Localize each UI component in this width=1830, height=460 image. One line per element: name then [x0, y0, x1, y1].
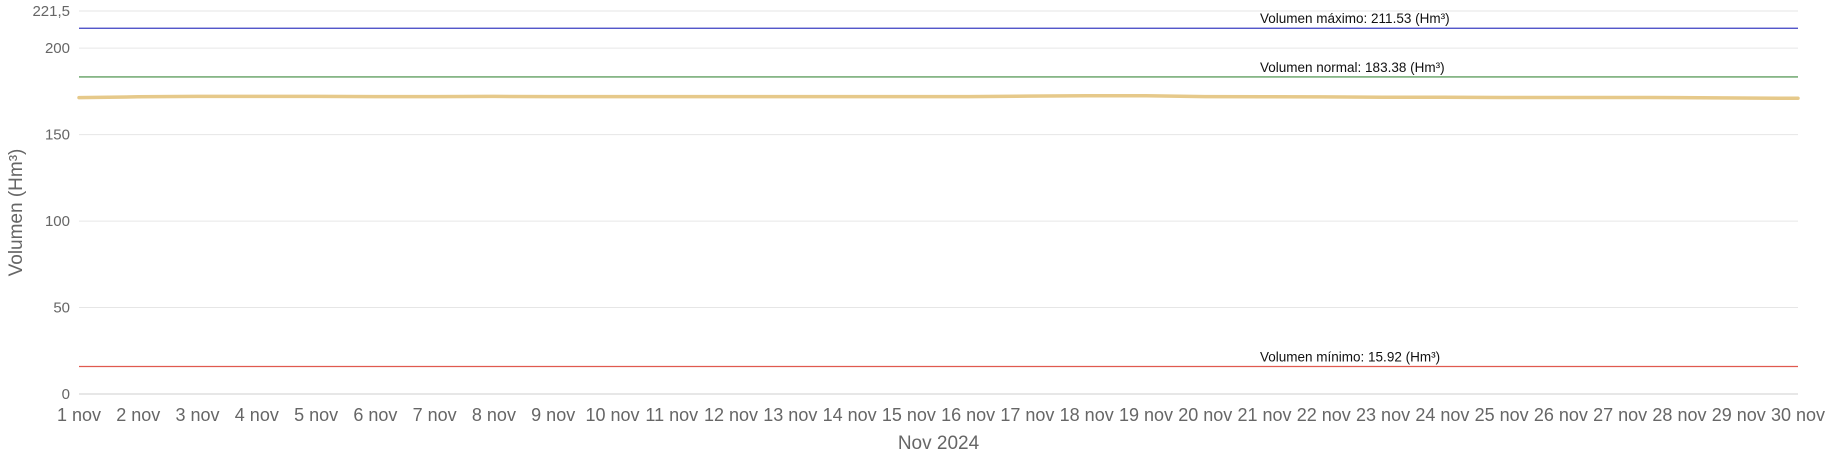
x-axis-ticks: 1 nov 2 nov 3 nov 4 nov 5 nov 6 nov 7 nov 8 nov…	[57, 405, 1825, 425]
y-axis-title: Volumen (Hm³)	[6, 149, 27, 277]
x-tick-label: 14 nov	[823, 405, 877, 425]
x-tick-label: 18 nov	[1060, 405, 1114, 425]
reference-lines: Volumen máximo: 211.53 (Hm³) Volumen norm…	[79, 11, 1798, 368]
x-tick-label: 22 nov	[1297, 405, 1351, 425]
y-tick-label: 221,5	[32, 3, 70, 20]
x-tick-label: 25 nov	[1475, 405, 1529, 425]
x-tick-label: 27 nov	[1593, 405, 1647, 425]
reference-line-label: Volumen máximo: 211.53 (Hm³)	[1260, 11, 1450, 26]
y-tick-label: 0	[62, 386, 70, 403]
x-tick-label: 3 nov	[176, 405, 220, 425]
x-tick-label: 16 nov	[941, 405, 995, 425]
y-axis-ticks: 0 50 100 150 200 221,5	[32, 3, 70, 403]
x-tick-label: 8 nov	[472, 405, 516, 425]
x-tick-label: 15 nov	[882, 405, 936, 425]
reference-line-label: Volumen mínimo: 15.92 (Hm³)	[1260, 349, 1440, 364]
x-tick-label: 10 nov	[585, 405, 639, 425]
x-axis-title: Nov 2024	[898, 433, 980, 454]
x-tick-label: 23 nov	[1356, 405, 1410, 425]
x-tick-label: 11 nov	[645, 405, 698, 425]
x-tick-label: 13 nov	[763, 405, 817, 425]
x-tick-label: 24 nov	[1415, 405, 1469, 425]
x-tick-label: 21 nov	[1237, 405, 1291, 425]
y-tick-label: 100	[45, 213, 70, 230]
series-line	[77, 93, 1800, 101]
x-tick-label: 7 nov	[413, 405, 457, 425]
x-tick-label: 5 nov	[294, 405, 338, 425]
y-tick-label: 200	[45, 40, 70, 57]
x-tick-label: 28 nov	[1652, 405, 1706, 425]
x-tick-label: 17 nov	[1000, 405, 1054, 425]
x-tick-label: 30 nov	[1771, 405, 1825, 425]
x-tick-label: 29 nov	[1712, 405, 1766, 425]
x-tick-label: 9 nov	[531, 405, 575, 425]
x-tick-label: 26 nov	[1534, 405, 1588, 425]
grid-lines	[79, 10, 1798, 395]
reference-line-label: Volumen normal: 183.38 (Hm³)	[1260, 60, 1445, 75]
y-tick-label: 50	[53, 300, 70, 317]
x-tick-label: 4 nov	[235, 405, 279, 425]
x-tick-label: 2 nov	[116, 405, 160, 425]
y-tick-label: 150	[45, 127, 70, 144]
series-layer	[77, 93, 1800, 101]
x-tick-label: 20 nov	[1178, 405, 1232, 425]
x-tick-label: 12 nov	[704, 405, 758, 425]
x-tick-label: 19 nov	[1119, 405, 1173, 425]
x-tick-label: 6 nov	[353, 405, 397, 425]
x-tick-label: 1 nov	[57, 405, 101, 425]
